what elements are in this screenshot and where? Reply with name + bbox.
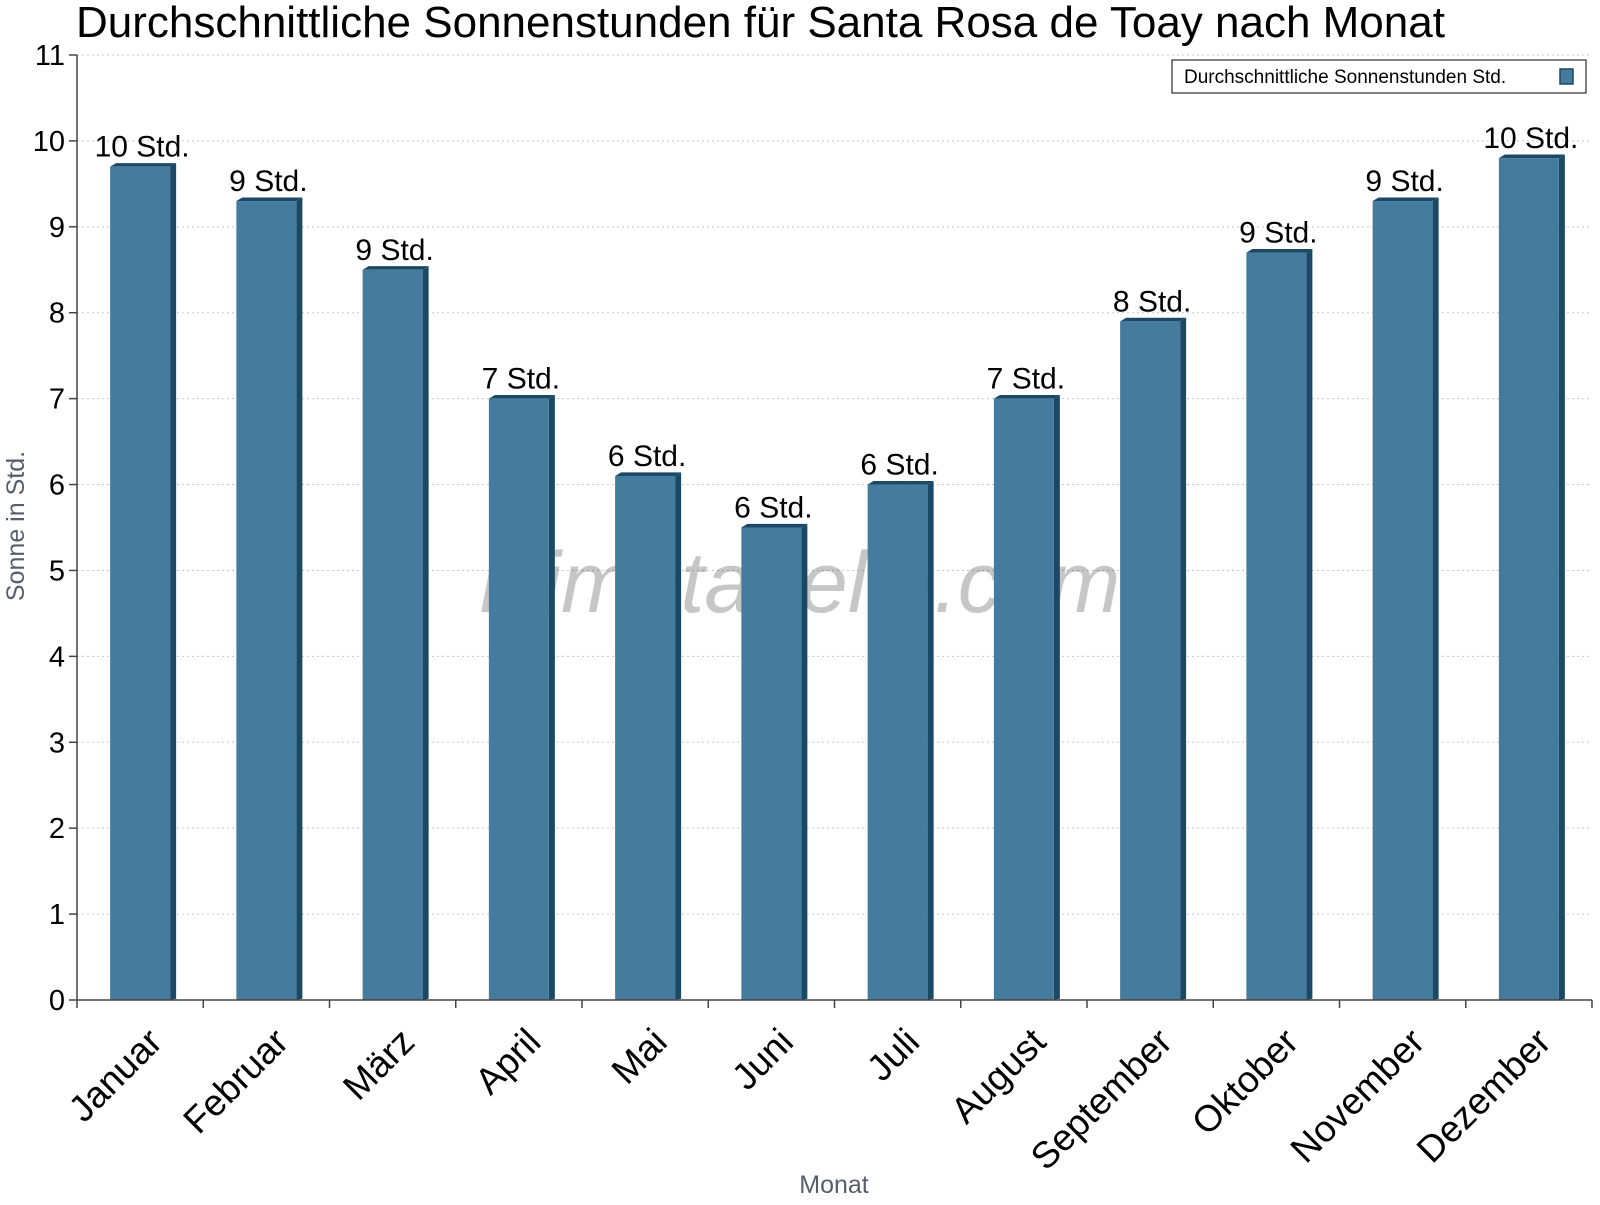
bar-side	[675, 472, 682, 1000]
bar	[741, 523, 808, 1000]
bar-side	[1558, 154, 1565, 1000]
bar-front	[741, 527, 802, 1000]
bar	[488, 395, 555, 1000]
x-tick-label: Juli	[859, 1021, 927, 1089]
y-tick-label: 10	[33, 126, 65, 158]
y-tick-label: 2	[49, 813, 65, 845]
bar-value-label: 10 Std.	[95, 131, 190, 164]
x-tick-label: Februar	[175, 1021, 296, 1142]
bar-side	[1306, 248, 1313, 1000]
bar-side	[422, 266, 429, 1000]
x-tick-label: August	[943, 1020, 1054, 1131]
bar-value-label: 7 Std.	[482, 363, 560, 396]
bar-front	[110, 166, 171, 1000]
bar-front	[1246, 252, 1307, 1000]
bar-front	[615, 475, 676, 1000]
y-tick-label: 1	[49, 899, 65, 931]
y-tick-label: 4	[49, 641, 65, 673]
bar	[1246, 248, 1313, 1000]
bars	[110, 154, 1565, 1001]
y-axis-label: Sonne in Std.	[2, 451, 30, 601]
bar-front	[236, 201, 297, 1000]
x-tick-label: April	[467, 1021, 548, 1102]
bar	[110, 163, 177, 1001]
bar-front	[867, 484, 928, 1001]
bar-side	[170, 163, 177, 1001]
bar-top	[993, 395, 1060, 399]
bar-top	[1120, 317, 1187, 322]
bar-value-labels: 10 Std. 9 Std. 9 Std. 7 Std. 6 Std. 6 Std. 6 S…	[95, 122, 1579, 524]
bar-side	[1180, 317, 1187, 1001]
x-axis-ticks: Januar Februar März April Mai Juni Juli AugustS…	[61, 1020, 1559, 1177]
bar-top	[867, 480, 934, 485]
bar	[615, 472, 682, 1000]
y-tick-label: 3	[49, 727, 65, 759]
y-tick-label: 8	[49, 298, 65, 330]
bar-top	[362, 266, 429, 270]
bar-top	[236, 197, 303, 202]
chart-title: Durchschnittliche Sonnenstunden für Sant…	[76, 0, 1445, 47]
bar-top	[488, 395, 555, 399]
y-tick-label: 9	[49, 212, 65, 244]
bar	[236, 197, 303, 1001]
bar-value-label: 9 Std.	[1365, 165, 1443, 198]
x-tick-label: November	[1283, 1021, 1433, 1171]
bar	[867, 480, 934, 1001]
bar-side	[548, 395, 555, 1000]
bar-front	[993, 398, 1054, 1000]
bar-top	[741, 523, 808, 528]
y-tick-label: 0	[49, 985, 65, 1017]
bar	[1498, 154, 1565, 1000]
y-tick-label: 11	[35, 40, 65, 72]
bar-front	[1120, 321, 1181, 1000]
x-tick-label: März	[335, 1021, 422, 1108]
bar-value-label: 9 Std.	[355, 234, 433, 267]
x-tick-label: Mai	[604, 1021, 675, 1092]
bar-front	[1498, 158, 1559, 1000]
bar-value-label: 10 Std.	[1483, 122, 1578, 155]
x-axis-label: Monat	[799, 1171, 869, 1199]
bar-value-label: 7 Std.	[987, 363, 1065, 396]
axes	[69, 54, 1593, 1008]
bar-front	[488, 398, 549, 1000]
bar-top	[1372, 197, 1439, 202]
bar	[993, 395, 1060, 1000]
bar-side	[296, 197, 303, 1001]
bar-top	[615, 472, 682, 476]
bar-value-label: 6 Std.	[608, 440, 686, 473]
legend-label: Durchschnittliche Sonnenstunden Std.	[1184, 67, 1506, 88]
x-tick-label: Dezember	[1409, 1021, 1559, 1171]
x-tick-label: Juni	[724, 1021, 801, 1098]
bar-front	[362, 269, 423, 1001]
bar-side	[1432, 197, 1439, 1001]
y-tick-label: 7	[49, 384, 65, 416]
legend: Durchschnittliche Sonnenstunden Std.	[1171, 59, 1587, 94]
bar-top	[110, 163, 177, 167]
x-tick-label: Oktober	[1184, 1021, 1306, 1143]
bar	[362, 266, 429, 1001]
bar-value-label: 8 Std.	[1113, 285, 1191, 318]
bar-value-label: 6 Std.	[860, 449, 938, 482]
bar	[1372, 197, 1439, 1001]
bar-front	[1372, 201, 1433, 1000]
x-tick-label: Januar	[61, 1021, 170, 1130]
bar-top	[1498, 154, 1565, 159]
y-axis-ticks: 0 1 2 3 4 5 6 7 8 9 10 11	[33, 40, 65, 1017]
bar-side	[801, 523, 808, 1000]
legend-box	[1171, 59, 1587, 94]
bar-top	[1246, 248, 1313, 253]
bar-side	[927, 480, 934, 1001]
bar	[1120, 317, 1187, 1001]
bar-value-label: 6 Std.	[734, 492, 812, 525]
bar-value-label: 9 Std.	[229, 165, 307, 198]
y-tick-label: 6	[49, 470, 65, 502]
y-tick-label: 5	[49, 555, 65, 587]
legend-swatch	[1559, 68, 1574, 85]
bar-value-label: 9 Std.	[1239, 217, 1317, 250]
bar-side	[1053, 395, 1060, 1000]
